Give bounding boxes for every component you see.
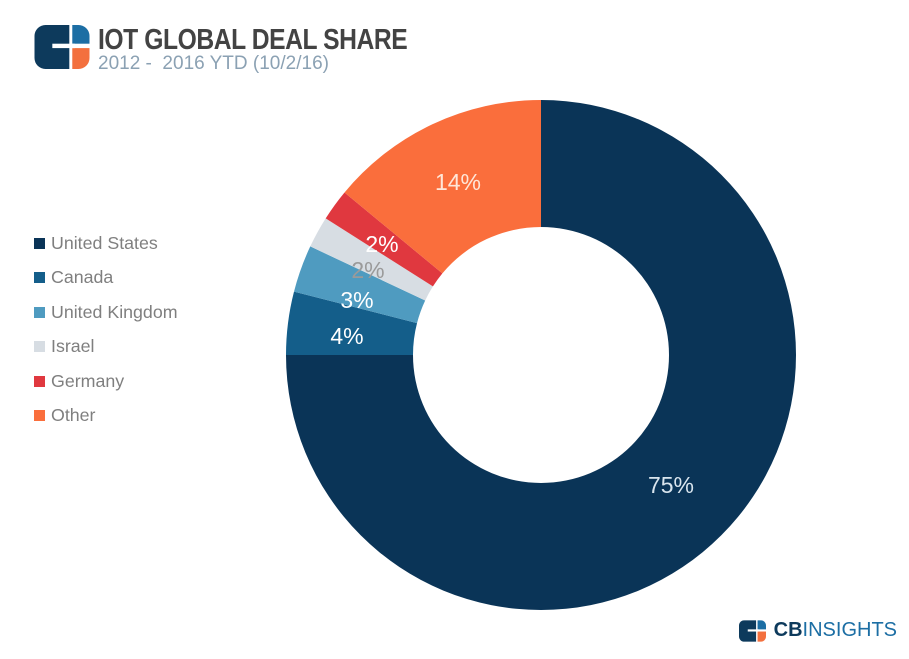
svg-text:2%: 2% [351,257,384,283]
svg-text:14%: 14% [435,169,481,195]
svg-text:2%: 2% [365,231,398,257]
svg-text:4%: 4% [330,323,363,349]
svg-text:75%: 75% [648,472,694,498]
svg-text:3%: 3% [340,287,373,313]
